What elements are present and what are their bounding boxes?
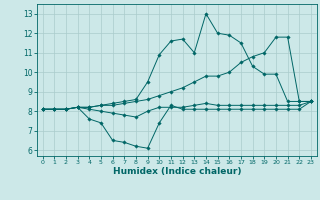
X-axis label: Humidex (Indice chaleur): Humidex (Indice chaleur)	[113, 167, 241, 176]
